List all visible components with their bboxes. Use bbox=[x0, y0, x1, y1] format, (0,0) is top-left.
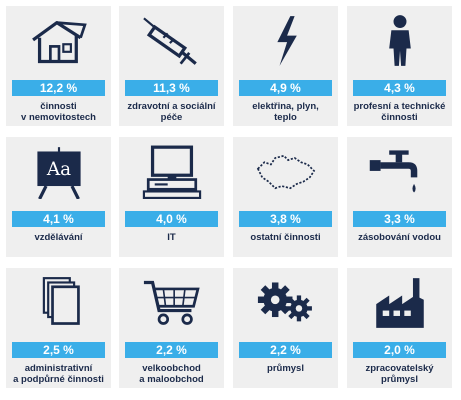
sector-tile: Aa 4,1 % vzdělávání bbox=[6, 137, 111, 257]
value-label: 2,5 % bbox=[12, 342, 105, 358]
value-label: 11,3 % bbox=[125, 80, 218, 96]
value-label: 4,0 % bbox=[125, 211, 218, 227]
gears-icon bbox=[233, 274, 338, 332]
category-label: IT bbox=[167, 232, 176, 243]
sector-tile: 4,3 % profesní a technické činnosti bbox=[347, 6, 452, 126]
sector-tile: 12,2 % činnosti v nemovitostech bbox=[6, 6, 111, 126]
shopping-cart-icon bbox=[119, 274, 224, 332]
category-label: ostatní činnosti bbox=[250, 232, 321, 243]
value-label: 3,3 % bbox=[353, 211, 446, 227]
category-label: činnosti v nemovitostech bbox=[21, 101, 96, 123]
sector-tile: 2,2 % průmysl bbox=[233, 268, 338, 388]
documents-icon bbox=[6, 274, 111, 332]
category-label: zpracovatelský průmysl bbox=[365, 363, 434, 385]
computer-icon bbox=[119, 143, 224, 201]
lightning-icon bbox=[233, 12, 338, 70]
sector-tile: 2,5 % administrativní a podpůrné činnosti bbox=[6, 268, 111, 388]
blackboard-icon: Aa bbox=[6, 143, 111, 201]
value-label: 2,2 % bbox=[125, 342, 218, 358]
category-label: vzdělávání bbox=[34, 232, 83, 243]
value-label: 2,2 % bbox=[239, 342, 332, 358]
syringe-icon bbox=[119, 12, 224, 70]
factory-icon bbox=[347, 274, 452, 332]
category-label: zásobování vodou bbox=[358, 232, 441, 243]
svg-text:Aa: Aa bbox=[45, 159, 70, 180]
sector-tile: 11,3 % zdravotní a sociální péče bbox=[119, 6, 224, 126]
sector-tile: 2,0 % zpracovatelský průmysl bbox=[347, 268, 452, 388]
czech-map-icon bbox=[233, 143, 338, 201]
category-label: profesní a technické činnosti bbox=[353, 101, 446, 123]
sector-tile: 3,8 % ostatní činnosti bbox=[233, 137, 338, 257]
person-icon bbox=[347, 12, 452, 70]
sector-tile: 2,2 % velkoobchod a maloobchod bbox=[119, 268, 224, 388]
value-label: 4,3 % bbox=[353, 80, 446, 96]
sector-tile: 3,3 % zásobování vodou bbox=[347, 137, 452, 257]
category-label: průmysl bbox=[267, 363, 304, 374]
house-icon bbox=[6, 12, 111, 70]
value-label: 4,1 % bbox=[12, 211, 105, 227]
value-label: 4,9 % bbox=[239, 80, 332, 96]
category-label: velkoobchod a maloobchod bbox=[139, 363, 204, 385]
category-label: administrativní a podpůrné činnosti bbox=[13, 363, 104, 385]
value-label: 2,0 % bbox=[353, 342, 446, 358]
sector-tile: 4,9 % elektřina, plyn, teplo bbox=[233, 6, 338, 126]
value-label: 3,8 % bbox=[239, 211, 332, 227]
water-tap-icon bbox=[347, 143, 452, 201]
value-label: 12,2 % bbox=[12, 80, 105, 96]
sector-tile: 4,0 % IT bbox=[119, 137, 224, 257]
category-label: zdravotní a sociální péče bbox=[127, 101, 216, 123]
category-label: elektřina, plyn, teplo bbox=[252, 101, 319, 123]
